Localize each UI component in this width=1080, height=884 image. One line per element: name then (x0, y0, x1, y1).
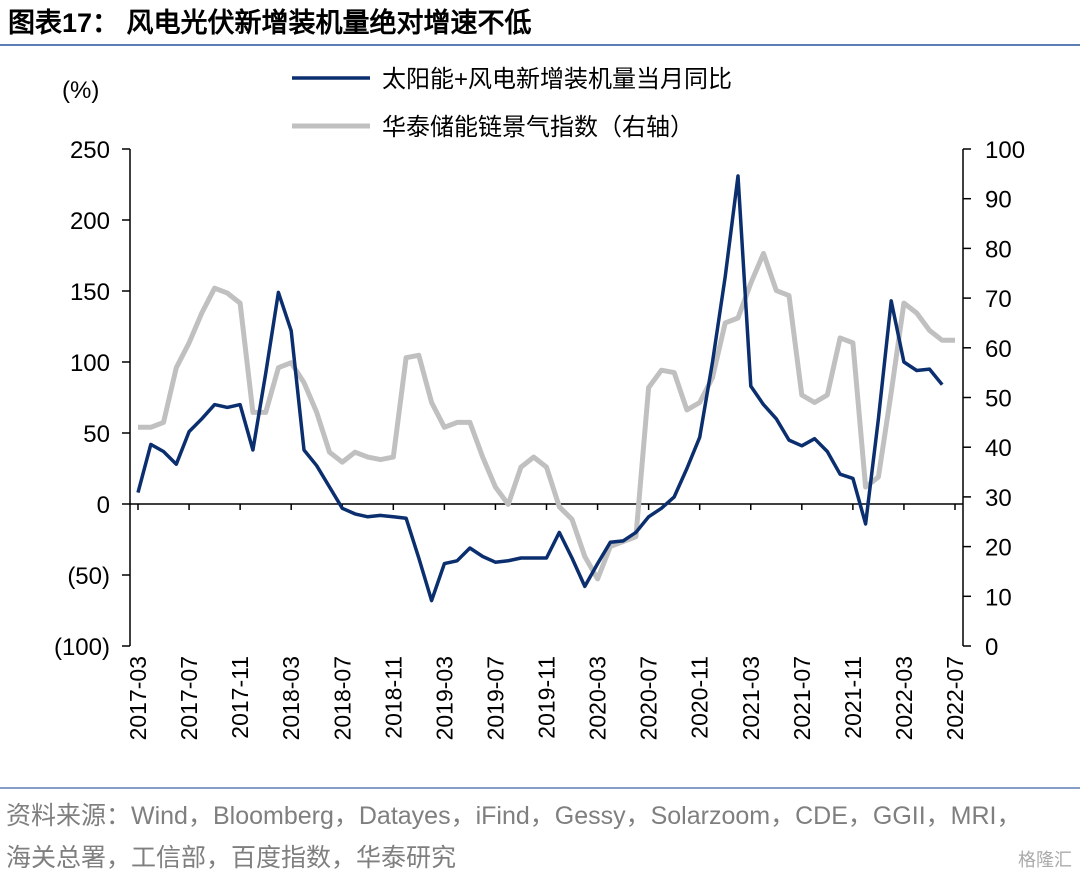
source-box: 资料来源：Wind，Bloomberg，Datayes，iFind，Gessy，… (6, 802, 1022, 872)
y-tick-label: 0 (97, 492, 110, 519)
x-tick-label: 2017-03 (125, 656, 151, 740)
y2-tick-label: 70 (985, 286, 1012, 313)
y-tick-label: 250 (70, 137, 110, 164)
y2-tick-label: 10 (985, 584, 1012, 611)
x-tick-label: 2021-03 (738, 656, 764, 740)
x-tick-label: 2021-07 (789, 656, 815, 740)
y2-tick-label: 80 (985, 236, 1012, 263)
x-tick-label: 2019-03 (431, 656, 457, 740)
y-tick-label: (100) (54, 634, 110, 661)
y2-tick-label: 50 (985, 386, 1012, 413)
x-tick-label: 2017-11 (227, 656, 253, 739)
legend-label: 太阳能+风电新增装机量当月同比 (382, 66, 732, 93)
y2-tick-label: 20 (985, 535, 1012, 562)
x-tick-label: 2018-03 (278, 656, 304, 740)
x-tick-label: 2020-03 (585, 656, 611, 740)
x-tick-label: 2020-11 (687, 656, 713, 739)
y-tick-label: 200 (70, 208, 110, 235)
x-tick-label: 2021-11 (840, 656, 866, 739)
legend-label: 华泰储能链景气指数（右轴） (382, 114, 694, 141)
y2-tick-label: 100 (985, 137, 1025, 164)
y-axis-label: (%) (62, 77, 99, 104)
x-tick-label: 2017-07 (176, 656, 202, 740)
chart-title: 图表17： 风电光伏新增装机量绝对增速不低 (8, 7, 532, 38)
x-tick-label: 2022-07 (942, 656, 968, 740)
x-tick-label: 2019-11 (534, 656, 560, 739)
source: 资料来源：Wind，Bloomberg，Datayes，iFind，Gessy，… (6, 802, 1022, 872)
x-tick-label: 2020-07 (636, 656, 662, 740)
x-tick-label: 2018-07 (329, 656, 355, 740)
y2-tick-label: 60 (985, 336, 1012, 363)
watermark: 格隆汇 (1018, 850, 1072, 870)
x-tick-label: 2019-07 (482, 656, 508, 740)
y-tick-label: (50) (67, 563, 110, 590)
y2-tick-label: 0 (985, 634, 998, 661)
y-tick-label: 150 (70, 279, 110, 306)
series-line (138, 250, 955, 582)
y2-tick-label: 90 (985, 187, 1012, 214)
x-tick-label: 2018-11 (380, 656, 406, 739)
series-line (136, 174, 944, 603)
y-tick-label: 50 (83, 421, 110, 448)
y2-tick-label: 40 (985, 435, 1012, 462)
x-tick-label: 2022-03 (891, 656, 917, 740)
y-tick-label: 100 (70, 350, 110, 377)
y2-tick-label: 30 (985, 485, 1012, 512)
